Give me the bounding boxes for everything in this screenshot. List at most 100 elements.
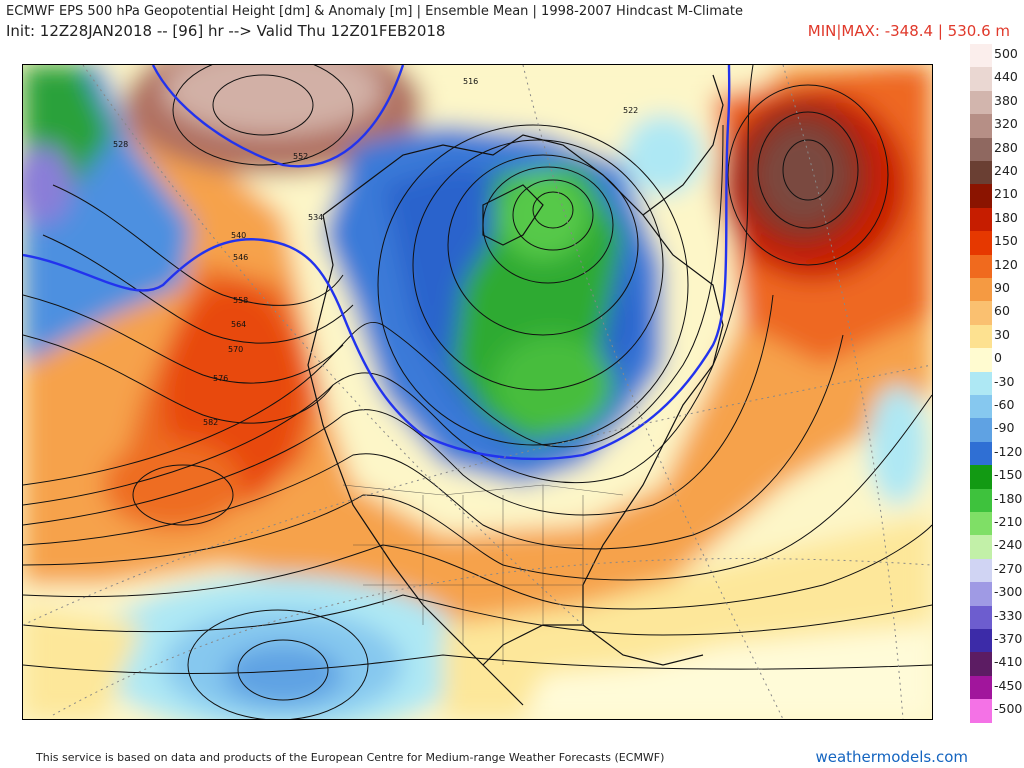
legend-label: -90 xyxy=(994,420,1015,436)
legend-label: 30 xyxy=(994,326,1010,342)
graticule xyxy=(23,65,932,719)
legend-swatch xyxy=(970,488,992,512)
anomaly-colorbar: 500 440 380 320 280 240 210 180 150 120 90 60 30 0 -30… xyxy=(968,44,1024,724)
legend-row: 90 xyxy=(968,278,1024,302)
height-contours xyxy=(23,65,932,719)
legend-swatch xyxy=(970,652,992,676)
legend-swatch xyxy=(970,512,992,536)
legend-swatch xyxy=(970,395,992,419)
legend-label: -150 xyxy=(994,467,1023,483)
legend-swatch xyxy=(970,675,992,700)
legend-swatch xyxy=(970,441,992,466)
legend-swatch xyxy=(970,535,992,559)
weather-map[interactable]: 516 522 528 534 540 546 552 558 564 570 … xyxy=(22,64,933,720)
legend-swatch xyxy=(970,207,992,232)
contour-label: 528 xyxy=(113,140,128,149)
legend-row: 500 xyxy=(968,44,1024,68)
brand-link[interactable]: weathermodels.com xyxy=(815,748,968,766)
contour-labels: 516 522 528 534 540 546 552 558 564 570 … xyxy=(113,77,638,427)
legend-swatch xyxy=(970,699,992,723)
legend-label: -210 xyxy=(994,514,1023,529)
legend-label: -300 xyxy=(994,584,1023,600)
legend-label: -370 xyxy=(994,631,1023,646)
legend-row: 150 xyxy=(968,231,1024,255)
legend-label: -330 xyxy=(994,607,1023,623)
legend-row: 440 xyxy=(968,67,1024,91)
legend-label: -410 xyxy=(994,654,1023,670)
legend-row: -300 xyxy=(968,582,1024,606)
ecmwf-attribution: This service is based on data and produc… xyxy=(36,751,665,764)
contour-label: 564 xyxy=(231,320,246,329)
legend-row: 30 xyxy=(968,324,1024,349)
legend-row: -150 xyxy=(968,465,1024,489)
legend-row: 210 xyxy=(968,184,1024,208)
legend-row: -500 xyxy=(968,699,1024,723)
legend-label: 150 xyxy=(994,233,1018,249)
legend-swatch xyxy=(970,348,992,372)
coastlines xyxy=(307,74,724,706)
legend-row: -90 xyxy=(968,418,1024,442)
contour-label: 570 xyxy=(228,345,243,354)
legend-label: 60 xyxy=(994,303,1010,319)
legend-row: -450 xyxy=(968,675,1024,700)
legend-row: 380 xyxy=(968,90,1024,115)
legend-label: -60 xyxy=(994,397,1015,412)
political-borders xyxy=(342,484,624,665)
legend-row: 320 xyxy=(968,114,1024,138)
contour-label: 552 xyxy=(293,152,308,161)
contour-label: 576 xyxy=(213,374,228,383)
legend-label: -120 xyxy=(994,443,1023,459)
legend-label: 320 xyxy=(994,116,1018,132)
legend-swatch xyxy=(970,254,992,278)
legend-row: -60 xyxy=(968,395,1024,419)
legend-swatch xyxy=(970,161,992,185)
legend-label: -180 xyxy=(994,490,1023,506)
legend-swatch xyxy=(970,582,992,606)
legend-label: 0 xyxy=(994,350,1002,366)
legend-label: 120 xyxy=(994,256,1018,272)
legend-row: -240 xyxy=(968,535,1024,559)
legend-swatch xyxy=(970,629,992,653)
legend-swatch xyxy=(970,278,992,302)
legend-swatch xyxy=(970,44,992,68)
legend-row: -180 xyxy=(968,488,1024,512)
legend-row: 180 xyxy=(968,207,1024,232)
legend-swatch xyxy=(970,137,992,161)
legend-swatch xyxy=(970,67,992,91)
contour-label: 582 xyxy=(203,418,218,427)
legend-row: -270 xyxy=(968,558,1024,583)
legend-swatch xyxy=(970,418,992,442)
legend-row: 120 xyxy=(968,254,1024,278)
legend-row: -30 xyxy=(968,371,1024,395)
legend-swatch xyxy=(970,90,992,115)
contour-540-blue xyxy=(23,65,731,461)
contour-label: 516 xyxy=(463,77,478,86)
contour-label: 546 xyxy=(233,253,248,262)
legend-label: -450 xyxy=(994,677,1023,693)
contour-label: 558 xyxy=(233,296,248,305)
legend-row: -120 xyxy=(968,441,1024,466)
legend-label: -500 xyxy=(994,701,1023,717)
anomaly-shading xyxy=(23,65,932,719)
legend-row: 0 xyxy=(968,348,1024,372)
legend-row: 240 xyxy=(968,161,1024,185)
init-valid-line: Init: 12Z28JAN2018 -- [96] hr --> Valid … xyxy=(6,22,446,40)
legend-label: -270 xyxy=(994,560,1023,576)
legend-label: 380 xyxy=(994,92,1018,108)
legend-swatch xyxy=(970,324,992,349)
legend-row: -330 xyxy=(968,605,1024,629)
legend-label: 90 xyxy=(994,280,1010,295)
legend-row: -210 xyxy=(968,512,1024,536)
legend-swatch xyxy=(970,371,992,395)
contour-label: 540 xyxy=(231,231,246,240)
legend-swatch xyxy=(970,465,992,489)
legend-swatch xyxy=(970,605,992,629)
legend-label: 210 xyxy=(994,186,1018,202)
legend-row: -370 xyxy=(968,629,1024,653)
chart-title: ECMWF EPS 500 hPa Geopotential Height [d… xyxy=(6,4,743,19)
legend-swatch xyxy=(970,301,992,325)
map-canvas: 516 522 528 534 540 546 552 558 564 570 … xyxy=(23,65,932,719)
legend-swatch xyxy=(970,231,992,255)
legend-row: 60 xyxy=(968,301,1024,325)
legend-label: 280 xyxy=(994,139,1018,155)
